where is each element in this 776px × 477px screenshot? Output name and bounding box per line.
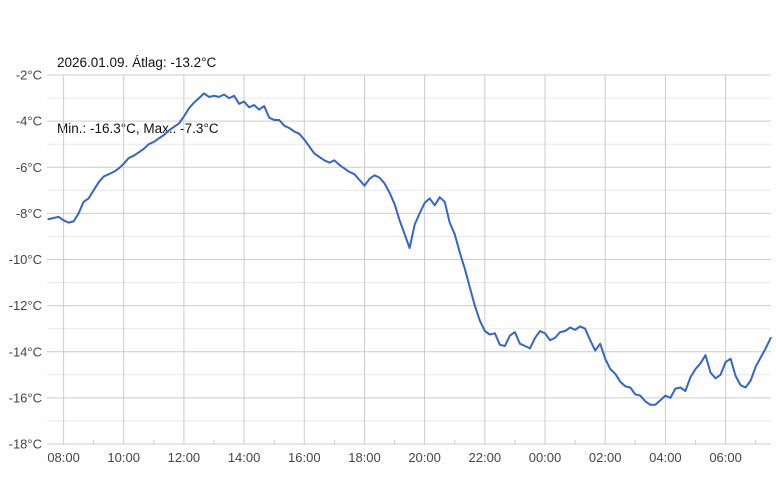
x-axis-label: 02:00 [589,450,622,465]
x-axis-label: 16:00 [288,450,321,465]
x-axis-label: 12:00 [168,450,201,465]
y-axis-label: -2°C [16,68,42,83]
y-axis-label: -6°C [16,160,42,175]
y-axis-label: -16°C [9,390,42,405]
y-axis-label: -8°C [16,206,42,221]
x-axis-label: 04:00 [649,450,682,465]
x-axis-label: 06:00 [709,450,742,465]
x-axis-label: 18:00 [348,450,381,465]
x-axis-label: 14:00 [228,450,261,465]
x-axis-label: 20:00 [408,450,441,465]
y-axis-label: -18°C [9,437,42,452]
temperature-series-line[interactable] [47,92,772,406]
x-axis-label: 10:00 [107,450,140,465]
y-axis-label: -14°C [9,344,42,359]
x-axis-label: 08:00 [47,450,80,465]
x-axis-label: 22:00 [469,450,502,465]
y-axis-label: -4°C [16,114,42,129]
y-axis-label: -12°C [9,298,42,313]
y-axis-label: -10°C [9,252,42,267]
x-axis-label: 00:00 [529,450,562,465]
chart-title: 2026.01.09. Átlag: -13.2°C [57,55,217,70]
